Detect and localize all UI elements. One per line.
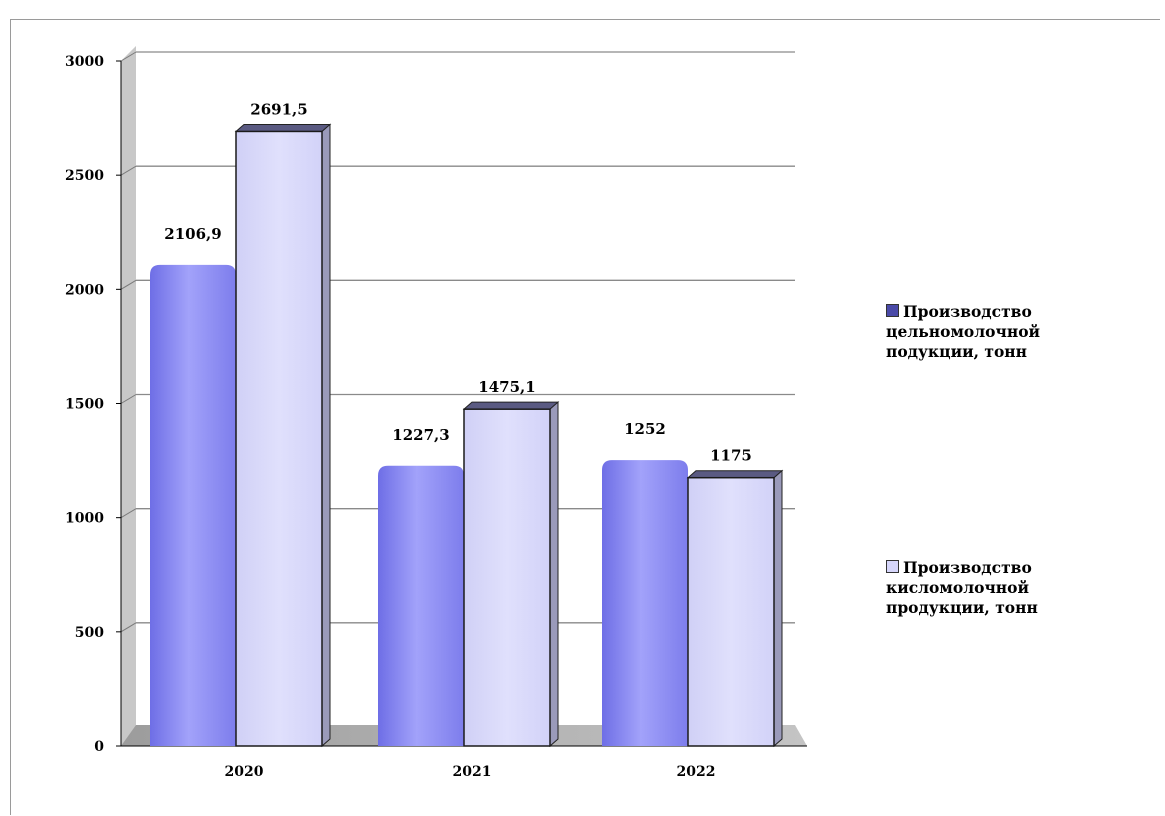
bar-top-sour-milk-2021 <box>462 401 560 410</box>
data-label: 2691,5 <box>250 100 307 118</box>
gridline-diagonal <box>120 279 137 290</box>
bar-whole-milk-2021 <box>378 465 464 746</box>
gridline-diagonal <box>120 622 137 633</box>
y-tick-label: 1000 <box>65 511 104 527</box>
bar-whole-milk-2020 <box>150 264 236 746</box>
x-tick-label: 2021 <box>453 764 492 780</box>
y-tick-label: 2000 <box>65 282 104 298</box>
y-tick-label: 2500 <box>65 168 104 184</box>
bar-side-sour-milk-2020 <box>321 123 331 748</box>
bar-sour-milk-2022 <box>687 476 775 747</box>
legend-label-sour-milk: Производство кисломолочной продукции, то… <box>886 558 1038 617</box>
y-tick-label: 0 <box>94 739 104 755</box>
bar-sour-milk-2021 <box>463 408 551 747</box>
side-wall <box>121 46 136 746</box>
bar-sour-milk-2020 <box>235 130 323 747</box>
data-label: 1227,3 <box>392 426 449 444</box>
bar-top-sour-milk-2022 <box>686 470 784 479</box>
bar-top-sour-milk-2020 <box>234 123 332 132</box>
gridline-diagonal <box>120 165 137 176</box>
data-label: 2106,9 <box>164 225 221 243</box>
legend-entry-whole-milk: Производство цельномолочной подукции, то… <box>886 302 1126 362</box>
y-tick-label: 3000 <box>65 54 104 70</box>
bar-side-sour-milk-2022 <box>773 469 783 748</box>
y-tick-label: 500 <box>75 625 104 641</box>
chart-frame <box>10 19 1160 815</box>
data-label: 1475,1 <box>478 378 535 396</box>
legend-swatch-whole-milk <box>886 304 899 317</box>
x-tick-label: 2022 <box>677 764 716 780</box>
bar-side-sour-milk-2021 <box>549 401 559 748</box>
legend-entry-sour-milk: Производство кисломолочной продукции, то… <box>886 558 1126 618</box>
data-label: 1252 <box>624 420 666 438</box>
bar-whole-milk-2022 <box>602 460 688 746</box>
data-label: 1175 <box>710 447 752 465</box>
gridline-diagonal <box>120 508 137 519</box>
legend-label-whole-milk: Производство цельномолочной подукции, то… <box>886 302 1041 361</box>
legend-swatch-sour-milk <box>886 560 899 573</box>
gridline-diagonal <box>120 394 137 404</box>
x-tick-label: 2020 <box>225 764 264 780</box>
y-tick-label: 1500 <box>65 397 104 413</box>
gridline-diagonal <box>120 51 137 62</box>
